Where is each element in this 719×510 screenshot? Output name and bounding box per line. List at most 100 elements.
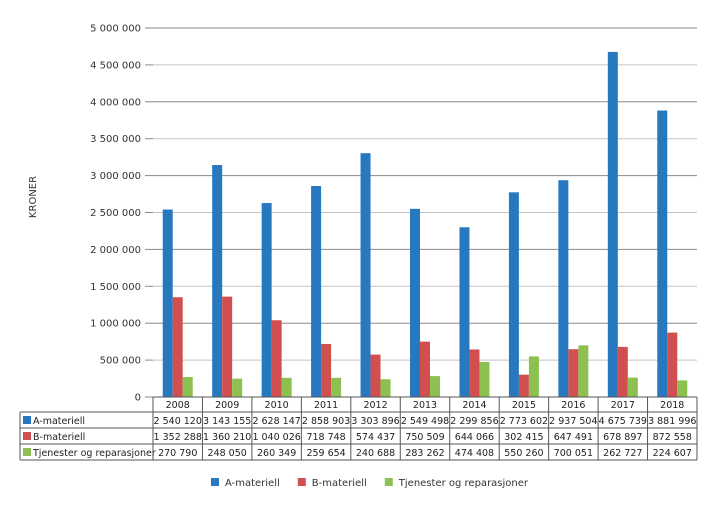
- bar-a-materiell-2013: [410, 208, 420, 397]
- legend: A-materiell B-materiell Tjenester og repar…: [211, 478, 529, 489]
- data-label: 2 937 504: [549, 416, 597, 427]
- legend-label: B-materiell: [312, 478, 367, 489]
- bar-tjenester-og-reparasjoner-2017: [627, 377, 638, 397]
- legend-swatch: [384, 478, 393, 486]
- data-label: 1 040 026: [252, 432, 300, 443]
- data-label: 574 437: [356, 432, 395, 443]
- bar-tjenester-og-reparasjoner-2008: [182, 377, 193, 397]
- bar-tjenester-og-reparasjoner-2010: [281, 377, 292, 397]
- data-label: 262 727: [603, 448, 642, 459]
- x-tick-label: 2008: [166, 400, 190, 411]
- bar-a-materiell-2012: [360, 153, 371, 397]
- y-tick-label: 2 500 000: [90, 208, 141, 219]
- data-label: 283 262: [405, 448, 444, 459]
- x-tick-label: 2010: [265, 400, 289, 411]
- bar-a-materiell-2015: [508, 192, 519, 397]
- table-legend-swatch: [23, 416, 31, 424]
- data-label: 678 897: [603, 432, 642, 443]
- data-label: 872 558: [653, 432, 692, 443]
- bar-tjenester-og-reparasjoner-2015: [528, 356, 539, 397]
- bar-b-materiell-2014: [469, 349, 480, 397]
- table-row-label: A-materiell: [33, 416, 85, 427]
- legend-swatch: [297, 478, 306, 486]
- data-label: 3 143 155: [203, 416, 251, 427]
- data-label: 700 051: [554, 448, 593, 459]
- bar-a-materiell-2009: [212, 165, 223, 397]
- data-label: 2 540 120: [154, 416, 202, 427]
- data-label: 647 491: [554, 432, 593, 443]
- bar-b-materiell-2016: [568, 349, 579, 397]
- bar-b-materiell-2011: [321, 343, 332, 397]
- data-label: 750 509: [405, 432, 444, 443]
- bar-tjenester-og-reparasjoner-2014: [479, 361, 490, 397]
- y-axis: 0 500 000 1 000 000 1 500 000 2 000 000 2 500…: [90, 24, 153, 404]
- bar-tjenester-og-reparasjoner-2012: [380, 379, 391, 397]
- data-label: 260 349: [257, 448, 296, 459]
- y-tick-label: 4 500 000: [90, 60, 141, 71]
- bar-a-materiell-2010: [261, 203, 272, 397]
- data-label: 240 688: [356, 448, 395, 459]
- bar-b-materiell-2018: [667, 332, 678, 397]
- data-label: 224 607: [653, 448, 692, 459]
- gridlines: [153, 27, 697, 361]
- data-label: 1 352 288: [154, 432, 202, 443]
- bars: [162, 51, 688, 398]
- x-tick-label: 2009: [215, 400, 239, 411]
- data-label: 2 299 856: [450, 416, 498, 427]
- table-legend-swatch: [23, 448, 31, 456]
- data-label: 270 790: [158, 448, 197, 459]
- data-label: 248 050: [208, 448, 247, 459]
- y-tick-label: 0: [135, 393, 141, 404]
- bar-a-materiell-2017: [607, 51, 618, 398]
- bar-tjenester-og-reparasjoner-2013: [430, 376, 440, 397]
- bar-b-materiell-2015: [518, 374, 529, 397]
- bar-b-materiell-2010: [271, 320, 282, 397]
- table-legend-swatch: [23, 432, 31, 440]
- legend-label: Tjenester og reparasjoner: [398, 478, 529, 489]
- bar-a-materiell-2014: [459, 227, 470, 397]
- bar-tjenester-og-reparasjoner-2009: [232, 378, 243, 397]
- y-tick-label: 3 000 000: [90, 171, 141, 182]
- x-tick-label: 2011: [314, 400, 338, 411]
- y-tick-label: 5 000 000: [90, 24, 141, 35]
- y-axis-label: KRONER: [28, 176, 39, 218]
- y-tick-label: 1 000 000: [90, 319, 141, 330]
- x-tick-label: 2017: [611, 400, 635, 411]
- bar-b-materiell-2017: [617, 346, 628, 397]
- data-label: 2 773 602: [500, 416, 548, 427]
- x-tick-label: 2013: [413, 400, 437, 411]
- bar-tjenester-og-reparasjoner-2011: [331, 377, 342, 397]
- data-label: 2 628 147: [252, 416, 300, 427]
- bar-a-materiell-2008: [162, 209, 173, 397]
- x-tick-label: 2014: [462, 400, 486, 411]
- bar-b-materiell-2009: [222, 296, 233, 397]
- y-tick-label: 1 500 000: [90, 282, 141, 293]
- data-label: 302 415: [504, 432, 543, 443]
- data-label: 2 858 903: [302, 416, 350, 427]
- data-label: 644 066: [455, 432, 494, 443]
- bar-tjenester-og-reparasjoner-2016: [578, 345, 589, 397]
- x-tick-label: 2016: [561, 400, 585, 411]
- y-tick-label: 500 000: [100, 356, 141, 367]
- y-tick-label: 3 500 000: [90, 134, 141, 145]
- data-label: 474 408: [455, 448, 494, 459]
- x-tick-label: 2012: [363, 400, 387, 411]
- bar-a-materiell-2011: [311, 186, 322, 397]
- table-row-label: Tjenester og reparasjoner: [32, 448, 156, 459]
- data-label: 3 303 896: [351, 416, 399, 427]
- table-row-label: B-materiell: [33, 432, 85, 443]
- y-tick-label: 4 000 000: [90, 97, 141, 108]
- data-label: 1 360 210: [203, 432, 251, 443]
- data-label: 4 675 739: [599, 416, 647, 427]
- x-tick-label: 2018: [660, 400, 684, 411]
- data-label: 259 654: [306, 448, 345, 459]
- bar-b-materiell-2013: [420, 341, 430, 397]
- bar-a-materiell-2018: [657, 110, 668, 397]
- bar-b-materiell-2012: [370, 354, 381, 397]
- bar-a-materiell-2016: [558, 180, 569, 397]
- data-label: 550 260: [504, 448, 543, 459]
- bar-b-materiell-2008: [172, 297, 183, 397]
- data-table: 2008 2009 2010 2011 2012 2013 2014 2015 2016 2017…: [19, 396, 698, 461]
- data-label: 718 748: [306, 432, 345, 443]
